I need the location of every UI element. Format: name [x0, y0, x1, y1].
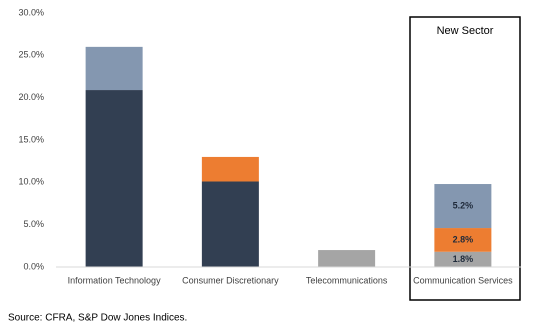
- source: Source: CFRA, S&P Dow Jones Indices.: [8, 313, 187, 324]
- value-label: 5.2%: [453, 200, 474, 210]
- y-tick-label: 20.0%: [18, 92, 44, 102]
- value-label: 2.8%: [453, 234, 474, 244]
- value-label: 1.8%: [453, 254, 474, 264]
- y-tick-label: 10.0%: [18, 177, 44, 187]
- annotation-box: [409, 16, 521, 301]
- bar-segment: [85, 90, 143, 268]
- x-tick-label: Information Technology: [68, 275, 161, 285]
- bar-segment: [434, 184, 492, 229]
- y-tick-label: 25.0%: [18, 50, 44, 60]
- y-tick-label: 30.0%: [18, 7, 44, 17]
- bar-segment: [85, 46, 143, 91]
- x-tick-label: Telecommunications: [306, 275, 388, 285]
- bar-segment: [201, 181, 259, 267]
- y-tick-label: 5.0%: [23, 219, 44, 229]
- bar-segment: [318, 250, 376, 267]
- bar-segment: [201, 156, 259, 182]
- x-tick-label: Communication Services: [413, 275, 513, 285]
- bar-segment: [434, 228, 492, 252]
- y-tick-label: 0.0%: [23, 261, 44, 271]
- annotation: New Sector: [437, 25, 494, 37]
- y-tick-label: 15.0%: [18, 134, 44, 144]
- bar-segment: [434, 251, 492, 267]
- x-tick-label: Consumer Discretionary: [182, 275, 279, 285]
